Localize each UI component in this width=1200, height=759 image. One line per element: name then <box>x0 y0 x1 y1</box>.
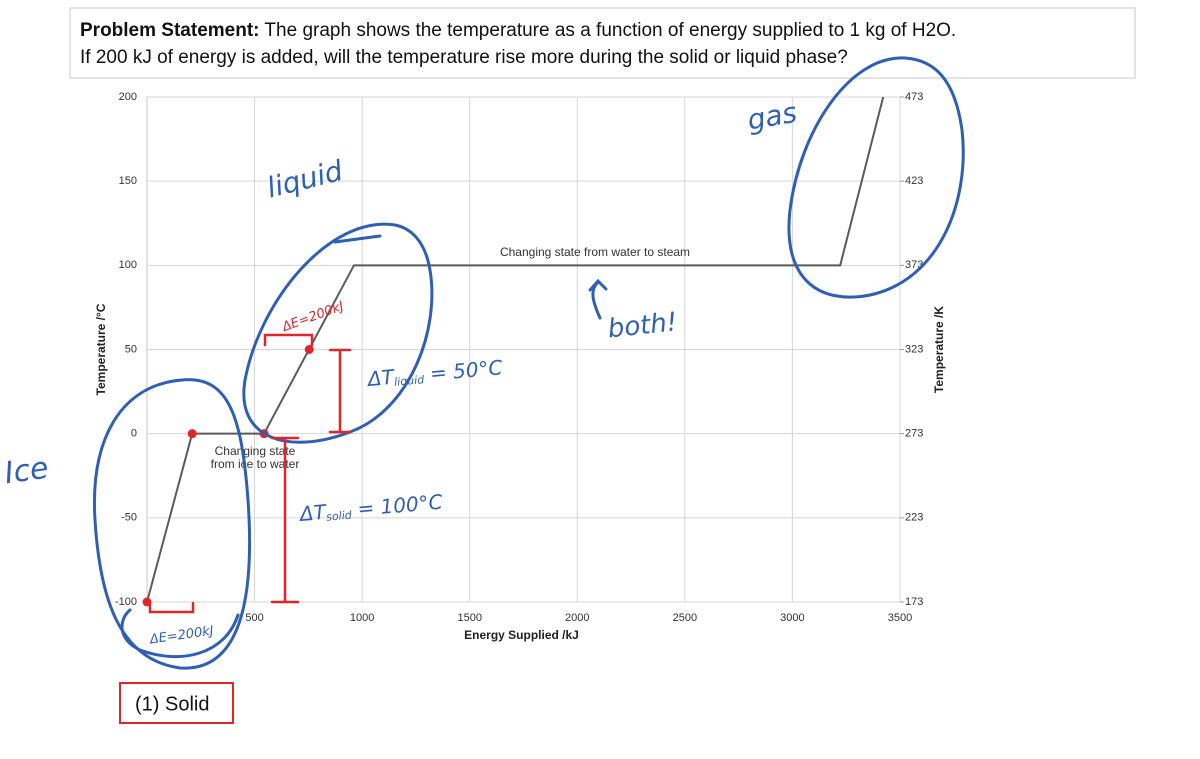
plot: -100 -50 0 50 100 150 200 500 1000 1500 2000 2500 30… <box>94 91 946 642</box>
y2-tick-label: 423 <box>905 175 923 187</box>
problem-text: The graph shows the temperature as a fun… <box>264 20 956 41</box>
x-tick-label: 1500 <box>457 612 481 624</box>
hand-delta-t-sub: solid <box>326 508 354 523</box>
x-tick-label: 3500 <box>888 612 912 624</box>
y2-axis-label: Temperature /K <box>932 306 946 393</box>
y2-tick-label: 273 <box>905 428 923 440</box>
hand-delta-e: ΔE=200kJ <box>148 624 215 648</box>
annotation: from ice to water <box>211 457 300 471</box>
problem-box <box>69 7 1136 79</box>
hand-delta-t-sub: liquid <box>394 373 426 389</box>
energy-bracket <box>148 601 195 614</box>
hand-both: both! <box>606 307 678 344</box>
y-tick-label: 50 <box>125 343 137 355</box>
gas-ellipse <box>787 56 965 299</box>
y2-tick-label: 473 <box>905 91 923 103</box>
y-tick-label: 0 <box>131 428 137 440</box>
highlight-point <box>187 429 197 439</box>
temp-bracket <box>328 348 352 434</box>
liquid-stroke <box>333 234 382 244</box>
energy-bracket <box>263 333 314 347</box>
highlight-point <box>304 345 314 354</box>
problem-label: Problem Statement: <box>80 20 259 41</box>
y2-tick-label: 223 <box>905 512 923 524</box>
y2-tick-label: 323 <box>905 343 923 355</box>
hand-delta-t-main: ΔT <box>297 499 329 525</box>
ice-ellipse <box>92 378 252 670</box>
y-tick-label: 200 <box>119 91 137 103</box>
energy-arc <box>120 608 240 658</box>
y-tick-label: -50 <box>121 512 137 524</box>
problem-line-1: Problem Statement: The graph shows the t… <box>80 20 956 41</box>
y-axis-label: Temperature /°C <box>94 303 108 395</box>
y2-tick-label: 173 <box>905 596 923 608</box>
problem-line-2: If 200 kJ of energy is added, will the t… <box>80 47 848 68</box>
liquid-ellipse <box>242 222 434 444</box>
y-tick-label: 100 <box>119 259 137 271</box>
hand-ice: Ice <box>2 451 50 492</box>
answer-box <box>119 682 234 724</box>
x-tick-label: 2500 <box>673 612 697 624</box>
annotation: Changing state from water to steam <box>500 245 690 259</box>
x-tick-label: 1000 <box>350 612 374 624</box>
x-axis-label: Energy Supplied /kJ <box>464 628 579 642</box>
y-tick-label: -100 <box>115 596 137 608</box>
x-tick-label: 500 <box>245 612 263 624</box>
x-tick-label: 2000 <box>565 612 589 624</box>
temp-bracket <box>270 436 300 604</box>
x-tick-label: 3000 <box>780 612 804 624</box>
hand-delta-t-main: ΔT <box>365 364 397 390</box>
answer: (1) Solid <box>135 693 209 715</box>
both-arrow <box>588 278 608 320</box>
y-tick-label: 150 <box>119 175 137 187</box>
annotation: Changing state <box>215 444 296 458</box>
